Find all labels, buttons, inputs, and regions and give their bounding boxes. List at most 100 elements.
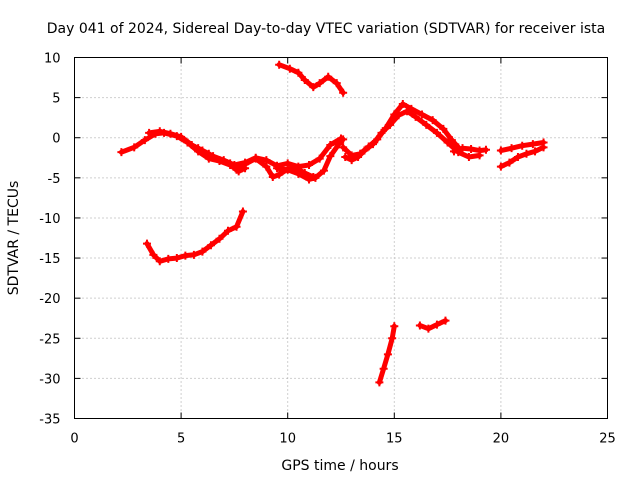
data-point [241, 160, 250, 169]
data-point [177, 132, 186, 141]
data-point [324, 72, 333, 81]
data-point [386, 120, 395, 129]
series-line-arc-11 [144, 209, 246, 264]
data-point [194, 144, 203, 153]
data-point [232, 222, 241, 231]
data-point [268, 173, 277, 182]
y-axis-label: SDTVAR / TECUs [6, 181, 22, 296]
data-point [224, 226, 233, 235]
series-line-arc-6 [342, 108, 483, 163]
data-point [347, 156, 356, 165]
data-point [294, 169, 303, 178]
data-point [251, 154, 260, 163]
data-point [155, 257, 164, 266]
grid-layer [74, 57, 608, 419]
data-point [226, 159, 235, 168]
data-point [360, 146, 369, 155]
x-axis-label: GPS time / hours [281, 458, 398, 474]
data-point [311, 173, 320, 182]
data-point [424, 324, 433, 333]
y-tick-label: 0 [52, 132, 60, 147]
y-tick-label: -30 [39, 372, 60, 387]
data-point [300, 75, 309, 84]
data-point [432, 320, 441, 329]
data-point [172, 254, 181, 263]
data-point [507, 144, 516, 153]
data-point [305, 160, 314, 169]
data-point [418, 110, 427, 119]
data-point [117, 148, 126, 157]
y-tick-label: 10 [44, 52, 61, 67]
data-point [294, 68, 303, 77]
y-tick-label: -10 [39, 212, 60, 227]
data-point [215, 156, 224, 165]
data-point [398, 100, 407, 109]
x-tick-label: 5 [177, 432, 185, 447]
chart-title: Day 041 of 2024, Sidereal Day-to-day VTE… [47, 21, 605, 37]
data-point [262, 162, 271, 171]
data-point [377, 128, 386, 137]
data-point [326, 152, 335, 161]
y-tick-label: -20 [39, 292, 60, 307]
data-point [198, 247, 207, 256]
data-point [522, 149, 531, 158]
data-point [464, 152, 473, 161]
data-point [443, 138, 452, 147]
data-point [155, 127, 164, 136]
data-point [496, 146, 505, 155]
data-point [496, 162, 505, 171]
data-point [285, 64, 294, 73]
data-point [383, 350, 392, 359]
series-line-arc-13 [417, 318, 448, 332]
x-tick-label: 20 [493, 432, 510, 447]
y-tick-label: -5 [48, 172, 61, 187]
data-point [481, 145, 490, 154]
data-point [432, 128, 441, 137]
data-point [149, 250, 158, 259]
data-point [339, 143, 348, 152]
data-point [505, 158, 514, 167]
data-point [181, 251, 190, 260]
data-point [164, 254, 173, 263]
data-point [187, 140, 196, 149]
data-point [354, 152, 363, 161]
x-tick-label: 10 [279, 432, 296, 447]
data-point [206, 241, 215, 250]
data-point [467, 144, 476, 153]
data-point [283, 165, 292, 174]
data-point [130, 143, 139, 152]
data-point [232, 165, 241, 174]
data-point [411, 112, 420, 121]
data-point [166, 129, 175, 138]
data-point [339, 88, 348, 97]
data-point [368, 140, 377, 149]
data-point [375, 378, 384, 387]
data-point [394, 111, 403, 120]
data-point [326, 140, 335, 149]
data-point [441, 316, 450, 325]
data-point [275, 170, 284, 179]
data-point [539, 138, 548, 147]
data-point [334, 140, 343, 149]
data-point [275, 60, 284, 69]
data-point [189, 250, 198, 259]
data-point [531, 147, 540, 156]
y-tick-label: -15 [39, 252, 60, 267]
data-point [315, 79, 324, 88]
data-point [238, 207, 247, 216]
data-point [449, 147, 458, 156]
y-tick-label: 5 [52, 92, 60, 107]
data-point [528, 140, 537, 149]
data-point [305, 175, 314, 184]
data-point [439, 124, 448, 133]
x-tick-label: 0 [70, 432, 78, 447]
series-layer [117, 60, 548, 387]
data-point [513, 152, 522, 161]
data-point [309, 83, 318, 92]
data-point [390, 322, 399, 331]
data-point [339, 135, 348, 144]
data-point [379, 364, 388, 373]
y-tick-label: -35 [39, 413, 60, 428]
data-point [140, 136, 149, 145]
